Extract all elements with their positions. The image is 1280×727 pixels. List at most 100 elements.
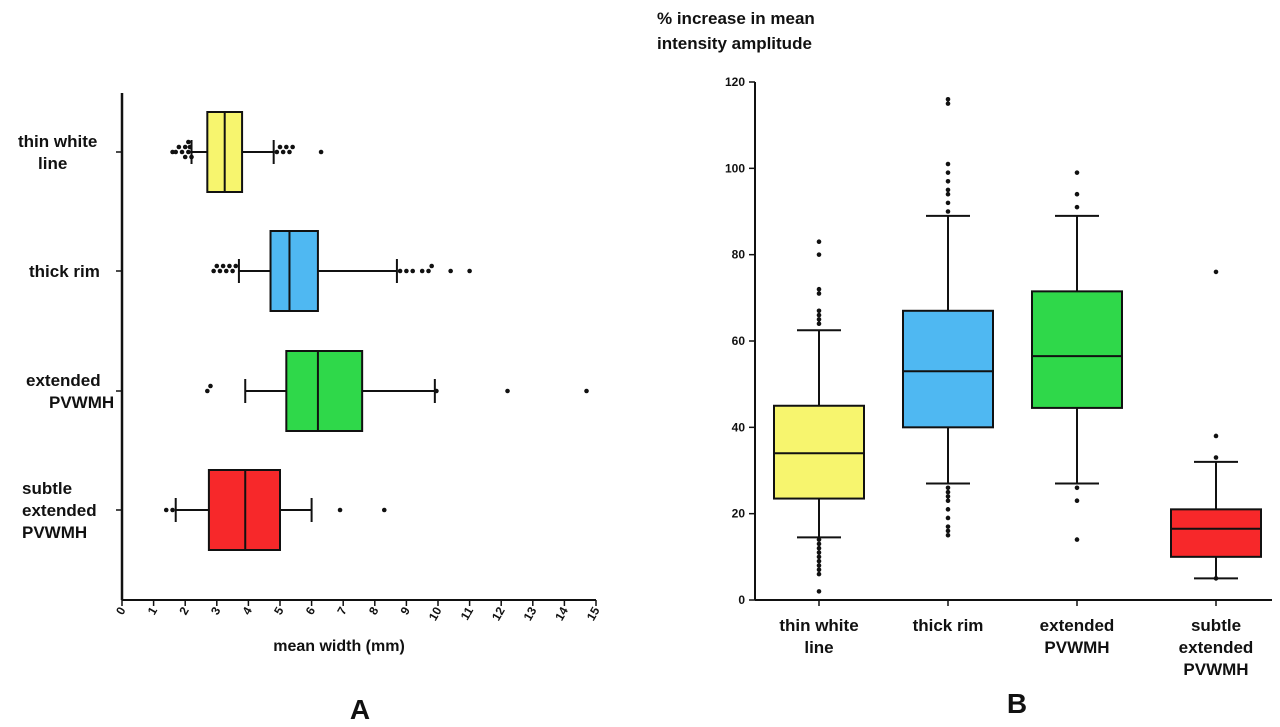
category-label: extended bbox=[1179, 638, 1254, 657]
outlier-point bbox=[1213, 433, 1219, 439]
outlier-point bbox=[170, 507, 175, 513]
outlier-point bbox=[434, 388, 439, 394]
outlier-point bbox=[945, 532, 951, 538]
x-tick-label: 5 bbox=[271, 604, 287, 617]
outlier-point bbox=[1213, 455, 1219, 460]
outlier-point bbox=[187, 144, 193, 150]
category-label: PVWMH bbox=[1183, 660, 1248, 679]
outlier-point bbox=[404, 268, 409, 274]
outlier-point bbox=[173, 149, 179, 155]
outlier-point bbox=[186, 149, 191, 155]
outlier-point bbox=[205, 388, 210, 394]
category-label: thin white bbox=[779, 616, 858, 635]
chart-title-line: intensity amplitude bbox=[657, 34, 812, 53]
x-tick-label: 2 bbox=[176, 604, 192, 617]
outlier-point bbox=[179, 149, 185, 155]
outlier-point bbox=[448, 268, 453, 274]
outlier-point bbox=[816, 312, 822, 318]
x-tick-label: 8 bbox=[366, 604, 382, 617]
x-tick-label: 14 bbox=[552, 604, 571, 623]
outlier-point bbox=[816, 537, 822, 542]
category-label: extended bbox=[22, 501, 97, 520]
category-label: extended bbox=[1040, 616, 1115, 635]
y-tick-label: 20 bbox=[732, 507, 746, 521]
box bbox=[285, 350, 364, 432]
outlier-point bbox=[274, 149, 280, 155]
outlier-point bbox=[945, 191, 951, 197]
panel-label-b: B bbox=[1007, 688, 1027, 719]
y-tick-label: 80 bbox=[732, 248, 746, 262]
outlier-point bbox=[230, 268, 235, 274]
x-tick-label: 12 bbox=[489, 604, 508, 623]
category-label: line bbox=[38, 154, 67, 173]
x-tick-label: 15 bbox=[584, 604, 603, 623]
outlier-point bbox=[182, 144, 188, 150]
outlier-point bbox=[816, 252, 822, 257]
outlier-point bbox=[217, 268, 223, 274]
outlier-point bbox=[284, 144, 289, 150]
outlier-point bbox=[945, 209, 951, 214]
outlier-point bbox=[426, 268, 431, 274]
outlier-point bbox=[214, 263, 220, 269]
outlier-point bbox=[1074, 191, 1080, 197]
outlier-point bbox=[816, 545, 822, 551]
outlier-point bbox=[945, 485, 951, 491]
category-label: subtle bbox=[1191, 616, 1241, 635]
outlier-point bbox=[429, 263, 434, 269]
outlier-point bbox=[1213, 269, 1219, 275]
y-tick-label: 60 bbox=[732, 334, 746, 348]
outlier-point bbox=[419, 268, 425, 274]
outlier-point bbox=[1074, 485, 1080, 491]
category-label: PVWMH bbox=[49, 393, 114, 412]
outlier-point bbox=[945, 101, 951, 106]
outlier-point bbox=[945, 170, 951, 175]
outlier-point bbox=[1074, 498, 1080, 504]
outlier-point bbox=[337, 507, 343, 513]
outlier-point bbox=[945, 515, 951, 521]
outlier-point bbox=[287, 149, 292, 155]
outlier-point bbox=[945, 524, 951, 529]
outlier-point bbox=[381, 507, 387, 513]
category-label: extended bbox=[26, 371, 101, 390]
category-label: subtle bbox=[22, 479, 72, 498]
category-label: thick rim bbox=[913, 616, 984, 635]
x-tick-label: 7 bbox=[334, 604, 350, 617]
x-tick-label: 11 bbox=[458, 604, 477, 622]
outlier-point bbox=[220, 263, 226, 269]
outlier-point bbox=[816, 567, 822, 573]
outlier-point bbox=[816, 550, 822, 555]
outlier-point bbox=[816, 321, 822, 327]
outlier-point bbox=[945, 528, 951, 534]
outlier-point bbox=[290, 144, 295, 150]
outlier-point bbox=[211, 268, 216, 274]
outlier-point bbox=[816, 563, 822, 568]
outlier-point bbox=[163, 507, 169, 513]
outlier-point bbox=[176, 144, 182, 150]
outlier-point bbox=[189, 154, 194, 160]
outlier-point bbox=[816, 589, 822, 594]
category-label: PVWMH bbox=[1044, 638, 1109, 657]
outlier-point bbox=[945, 489, 951, 495]
outlier-point bbox=[816, 571, 822, 577]
outlier-point bbox=[208, 383, 213, 389]
outlier-point bbox=[318, 149, 324, 155]
x-tick-label: 13 bbox=[521, 604, 540, 623]
outlier-point bbox=[170, 149, 175, 155]
y-tick-label: 100 bbox=[725, 161, 745, 175]
panel-label-a: A bbox=[350, 694, 370, 725]
outlier-point bbox=[1074, 204, 1080, 210]
panel-b-chart: % increase in mean intensity amplitude 0 20… bbox=[657, 9, 1272, 719]
outlier-point bbox=[584, 388, 589, 394]
box bbox=[773, 404, 865, 500]
outlier-point bbox=[227, 263, 232, 269]
outlier-point bbox=[186, 139, 191, 145]
x-axis-label: mean width (mm) bbox=[273, 638, 405, 655]
box bbox=[269, 230, 319, 312]
x-tick-label: 3 bbox=[208, 604, 224, 617]
x-tick-label: 9 bbox=[398, 604, 414, 617]
outlier-point bbox=[277, 144, 283, 150]
outlier-point bbox=[1074, 170, 1080, 175]
outlier-point bbox=[816, 554, 822, 560]
category-label: thick rim bbox=[29, 262, 100, 281]
